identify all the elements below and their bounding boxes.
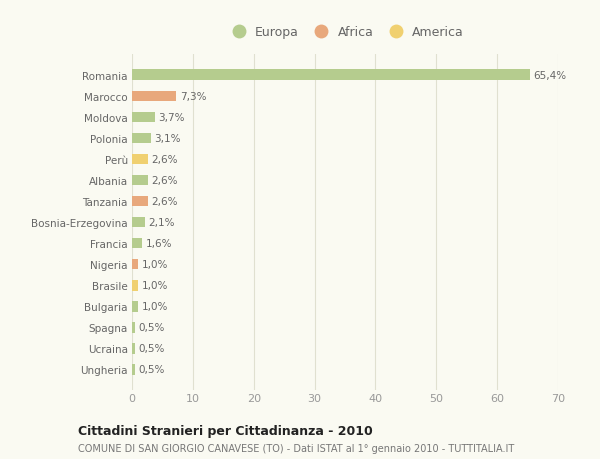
Bar — [132, 259, 138, 270]
Text: 1,0%: 1,0% — [142, 260, 168, 269]
Bar — [132, 112, 155, 123]
Bar — [132, 218, 145, 228]
Bar — [132, 91, 176, 102]
Text: 0,5%: 0,5% — [139, 344, 165, 353]
Text: 3,1%: 3,1% — [155, 134, 181, 144]
Bar — [132, 302, 138, 312]
Bar — [132, 343, 135, 354]
Legend: Europa, Africa, America: Europa, Africa, America — [221, 21, 469, 44]
Bar — [132, 280, 138, 291]
Text: 0,5%: 0,5% — [139, 365, 165, 375]
Bar — [132, 175, 148, 186]
Text: 1,6%: 1,6% — [145, 239, 172, 249]
Text: 0,5%: 0,5% — [139, 323, 165, 333]
Bar — [132, 364, 135, 375]
Bar — [132, 133, 151, 144]
Bar — [132, 322, 135, 333]
Text: COMUNE DI SAN GIORGIO CANAVESE (TO) - Dati ISTAT al 1° gennaio 2010 - TUTTITALIA: COMUNE DI SAN GIORGIO CANAVESE (TO) - Da… — [78, 443, 514, 453]
Text: 3,7%: 3,7% — [158, 112, 185, 123]
Text: 2,6%: 2,6% — [151, 155, 178, 165]
Text: 1,0%: 1,0% — [142, 280, 168, 291]
Text: 65,4%: 65,4% — [533, 71, 567, 80]
Bar — [132, 196, 148, 207]
Text: Cittadini Stranieri per Cittadinanza - 2010: Cittadini Stranieri per Cittadinanza - 2… — [78, 424, 373, 437]
Text: 7,3%: 7,3% — [180, 92, 206, 101]
Text: 2,6%: 2,6% — [151, 196, 178, 207]
Text: 2,1%: 2,1% — [148, 218, 175, 228]
Bar — [132, 238, 142, 249]
Bar — [132, 154, 148, 165]
Bar — [132, 70, 530, 81]
Text: 2,6%: 2,6% — [151, 176, 178, 185]
Text: 1,0%: 1,0% — [142, 302, 168, 312]
